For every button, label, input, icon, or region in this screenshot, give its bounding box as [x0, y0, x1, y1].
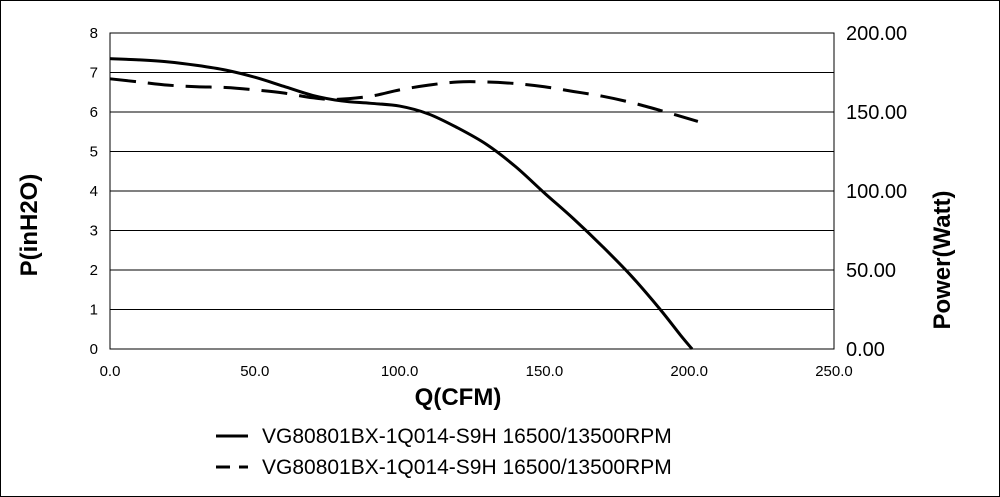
- y2-tick-label-4: 200.00: [846, 23, 907, 45]
- y-tick-label-1: 1: [90, 302, 98, 319]
- y2-tick-label-3: 150.00: [846, 102, 907, 124]
- legend-label-solid: VG80801BX-1Q014-S9H 16500/13500RPM: [262, 425, 672, 448]
- y2-axis-title: Power(Watt): [929, 190, 956, 329]
- x-tick-label-5: 250.0: [815, 363, 853, 380]
- x-tick-label-1: 50.0: [240, 363, 269, 380]
- y-tick-label-5: 5: [90, 144, 98, 161]
- legend: VG80801BX-1Q014-S9H 16500/13500RPM VG808…: [216, 425, 672, 479]
- x-tick-label-0: 0.0: [100, 363, 121, 380]
- y-tick-label-6: 6: [90, 104, 98, 121]
- x-tick-label-4: 200.0: [670, 363, 708, 380]
- y-tick-label-3: 3: [90, 223, 98, 240]
- x-tick-label-2: 100.0: [381, 363, 419, 380]
- y2-axis-ticks: 0.00 50.00 100.00 150.00 200.00: [846, 23, 907, 361]
- y-tick-label-8: 8: [90, 25, 98, 42]
- series-group: [109, 57, 699, 350]
- y2-tick-label-2: 100.00: [846, 181, 907, 203]
- y-tick-label-2: 2: [90, 262, 98, 279]
- y-tick-label-4: 4: [90, 183, 98, 200]
- y-axis-title: P(inH2O): [16, 174, 43, 277]
- y2-tick-label-1: 50.00: [846, 260, 896, 282]
- y-tick-label-0: 0: [90, 341, 98, 358]
- y-axis-ticks: 0 1 2 3 4 5 6 7 8: [90, 25, 98, 358]
- x-axis-ticks: 0.0 50.0 100.0 150.0 200.0 250.0: [100, 363, 853, 380]
- pressure-curve-solid: [109, 57, 694, 350]
- x-tick-label-3: 150.0: [526, 363, 564, 380]
- y-tick-label-7: 7: [90, 65, 98, 82]
- power-curve-dashed: [109, 77, 699, 123]
- x-axis-title: Q(CFM): [415, 384, 502, 411]
- y2-tick-label-0: 0.00: [846, 339, 885, 361]
- legend-label-dashed: VG80801BX-1Q014-S9H 16500/13500RPM: [262, 456, 672, 479]
